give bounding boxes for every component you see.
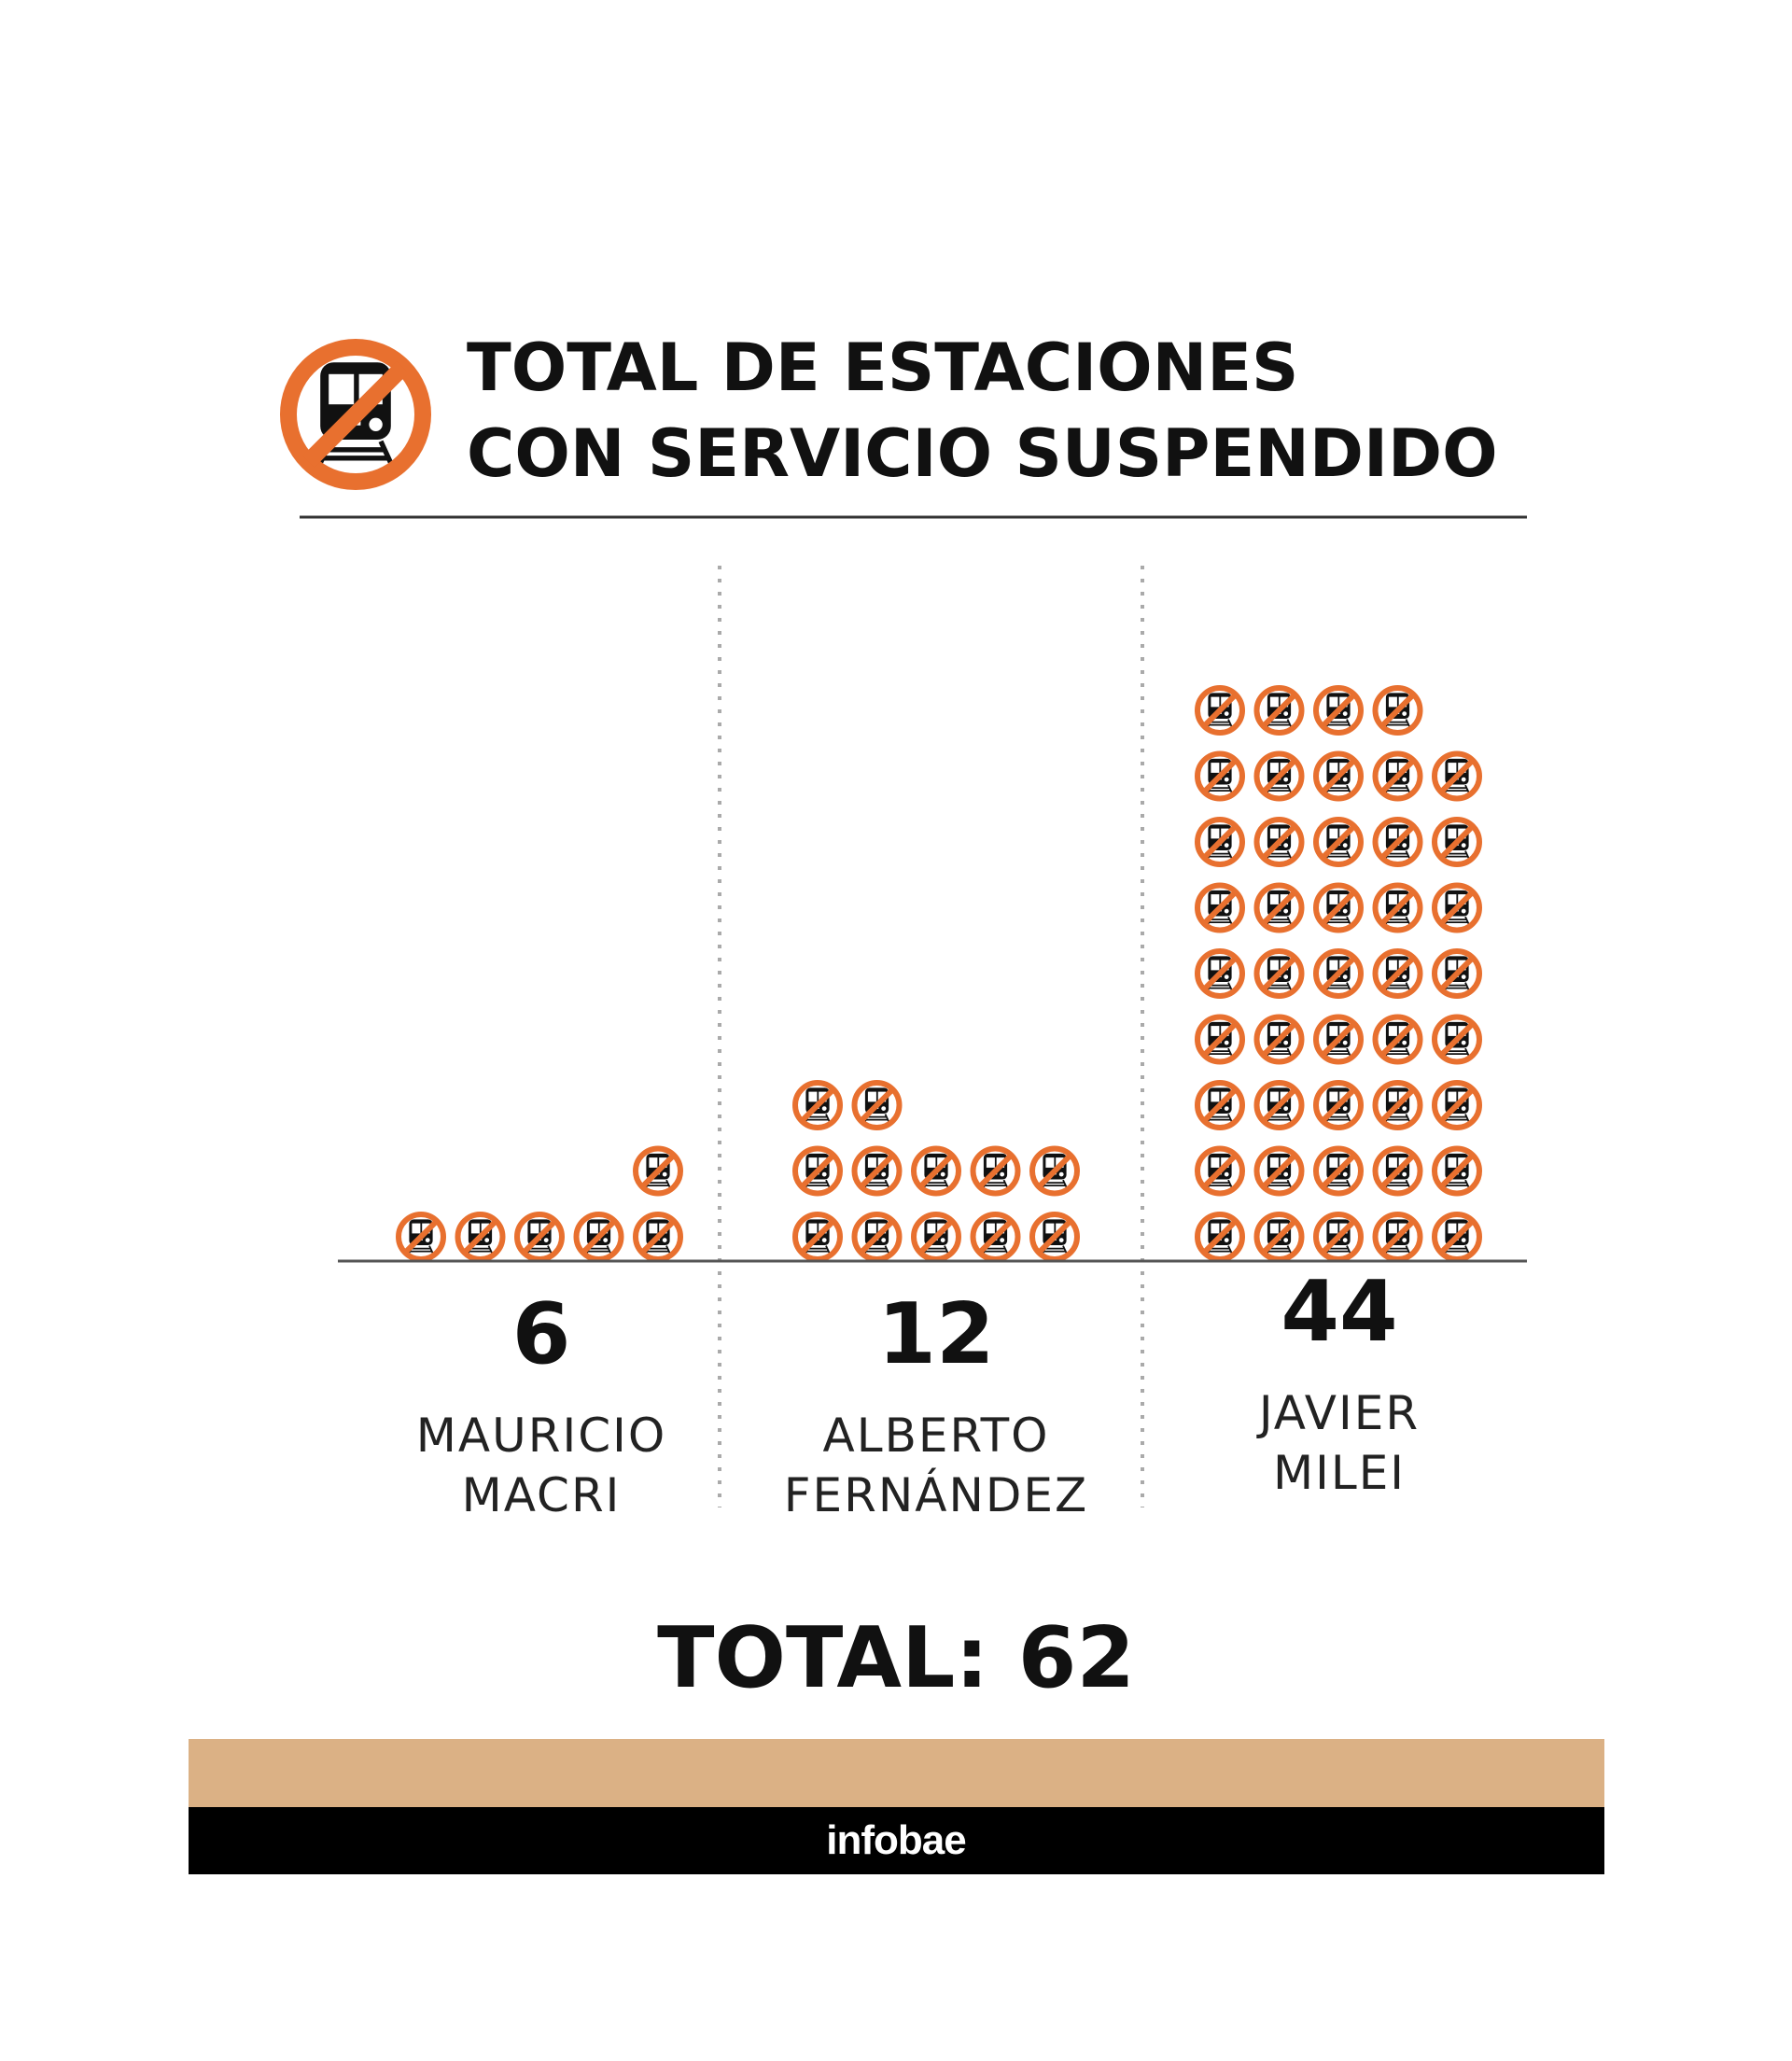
no-train-icon bbox=[1316, 886, 1361, 931]
no-train-icon bbox=[1257, 1017, 1302, 1062]
no-train-icon bbox=[1032, 1149, 1077, 1194]
no-train-icon bbox=[1257, 886, 1302, 931]
total-label: TOTAL: 62 bbox=[657, 1609, 1135, 1707]
category-milei: 44 JAVIER MILEI bbox=[1256, 1263, 1420, 1500]
no-train-icon bbox=[1197, 1149, 1242, 1194]
no-train-icon bbox=[1376, 1017, 1421, 1062]
no-train-icon bbox=[1257, 1149, 1302, 1194]
no-train-icon bbox=[1316, 1083, 1361, 1128]
category-name-line2: MACRI bbox=[462, 1468, 622, 1522]
no-train-icon bbox=[1257, 820, 1302, 864]
no-train-icon bbox=[1376, 754, 1421, 799]
no-train-icon bbox=[795, 1214, 840, 1259]
no-train-icon bbox=[1435, 886, 1479, 931]
no-train-icon bbox=[1376, 688, 1421, 733]
no-train-icon bbox=[517, 1214, 562, 1259]
category-fernandez: 12 ALBERTO FERNÁNDEZ bbox=[784, 1285, 1088, 1522]
category-name-line2: MILEI bbox=[1273, 1446, 1406, 1500]
no-train-icon bbox=[1435, 951, 1479, 996]
no-train-icon bbox=[795, 1083, 840, 1128]
no-train-icon bbox=[1376, 1149, 1421, 1194]
no-train-icon bbox=[1435, 1083, 1479, 1128]
category-name-line2: FERNÁNDEZ bbox=[784, 1467, 1088, 1522]
no-train-icon bbox=[1376, 1083, 1421, 1128]
no-train-icon bbox=[1435, 754, 1479, 799]
no-train-icon bbox=[1435, 1017, 1479, 1062]
no-train-icon bbox=[1435, 820, 1479, 864]
no-train-icon bbox=[1257, 688, 1302, 733]
no-train-icon bbox=[1376, 820, 1421, 864]
no-train-icon bbox=[855, 1149, 900, 1194]
no-train-icon bbox=[1197, 1083, 1242, 1128]
no-train-icon bbox=[1316, 1017, 1361, 1062]
no-train-icon bbox=[636, 1214, 680, 1259]
no-train-icon bbox=[855, 1214, 900, 1259]
category-macri: 6 MAURICIO MACRI bbox=[416, 1285, 666, 1522]
header: TOTAL DE ESTACIONES CON SERVICIO SUSPEND… bbox=[288, 329, 1527, 519]
no-train-icon bbox=[1316, 951, 1361, 996]
no-train-icon bbox=[1316, 688, 1361, 733]
value-label: 12 bbox=[877, 1285, 994, 1383]
category-name-line1: JAVIER bbox=[1256, 1386, 1420, 1440]
no-train-icon bbox=[973, 1149, 1018, 1194]
no-train-icon bbox=[1197, 886, 1242, 931]
no-train-icon bbox=[1316, 820, 1361, 864]
no-train-icon bbox=[1197, 1214, 1242, 1259]
no-train-icon bbox=[636, 1149, 680, 1194]
category-name-line1: ALBERTO bbox=[823, 1409, 1050, 1463]
no-train-icon bbox=[973, 1214, 1018, 1259]
no-train-icon bbox=[1032, 1214, 1077, 1259]
title-line1: TOTAL DE ESTACIONES bbox=[467, 329, 1298, 406]
no-train-icon bbox=[288, 347, 423, 482]
no-train-icon bbox=[1197, 820, 1242, 864]
brand-logo: infobae bbox=[826, 1817, 965, 1863]
no-train-icon bbox=[1257, 951, 1302, 996]
no-train-icon bbox=[1197, 1017, 1242, 1062]
no-train-icon bbox=[399, 1214, 443, 1259]
no-train-icon bbox=[1376, 1214, 1421, 1259]
no-train-icon bbox=[795, 1149, 840, 1194]
no-train-icon bbox=[1316, 754, 1361, 799]
no-train-icon bbox=[1376, 951, 1421, 996]
value-label: 44 bbox=[1281, 1263, 1397, 1361]
no-train-icon bbox=[1197, 688, 1242, 733]
no-train-icon bbox=[1435, 1214, 1479, 1259]
no-train-icon bbox=[1316, 1214, 1361, 1259]
no-train-icon bbox=[1376, 886, 1421, 931]
pictogram-icons bbox=[399, 688, 1479, 1259]
no-train-icon bbox=[914, 1214, 959, 1259]
no-train-icon bbox=[914, 1149, 959, 1194]
no-train-icon bbox=[1257, 1083, 1302, 1128]
category-name-line1: MAURICIO bbox=[416, 1409, 666, 1463]
value-label: 6 bbox=[512, 1285, 571, 1383]
no-train-icon bbox=[1257, 754, 1302, 799]
no-train-icon bbox=[1197, 951, 1242, 996]
no-train-icon bbox=[577, 1214, 622, 1259]
no-train-icon bbox=[1197, 754, 1242, 799]
footer-bar bbox=[189, 1807, 1604, 1874]
no-train-icon bbox=[855, 1083, 900, 1128]
title-line2: CON SERVICIO SUSPENDIDO bbox=[467, 415, 1498, 492]
no-train-icon bbox=[1257, 1214, 1302, 1259]
no-train-icon bbox=[458, 1214, 503, 1259]
no-train-icon bbox=[1435, 1149, 1479, 1194]
no-train-icon bbox=[1316, 1149, 1361, 1194]
footer-band bbox=[189, 1739, 1604, 1807]
